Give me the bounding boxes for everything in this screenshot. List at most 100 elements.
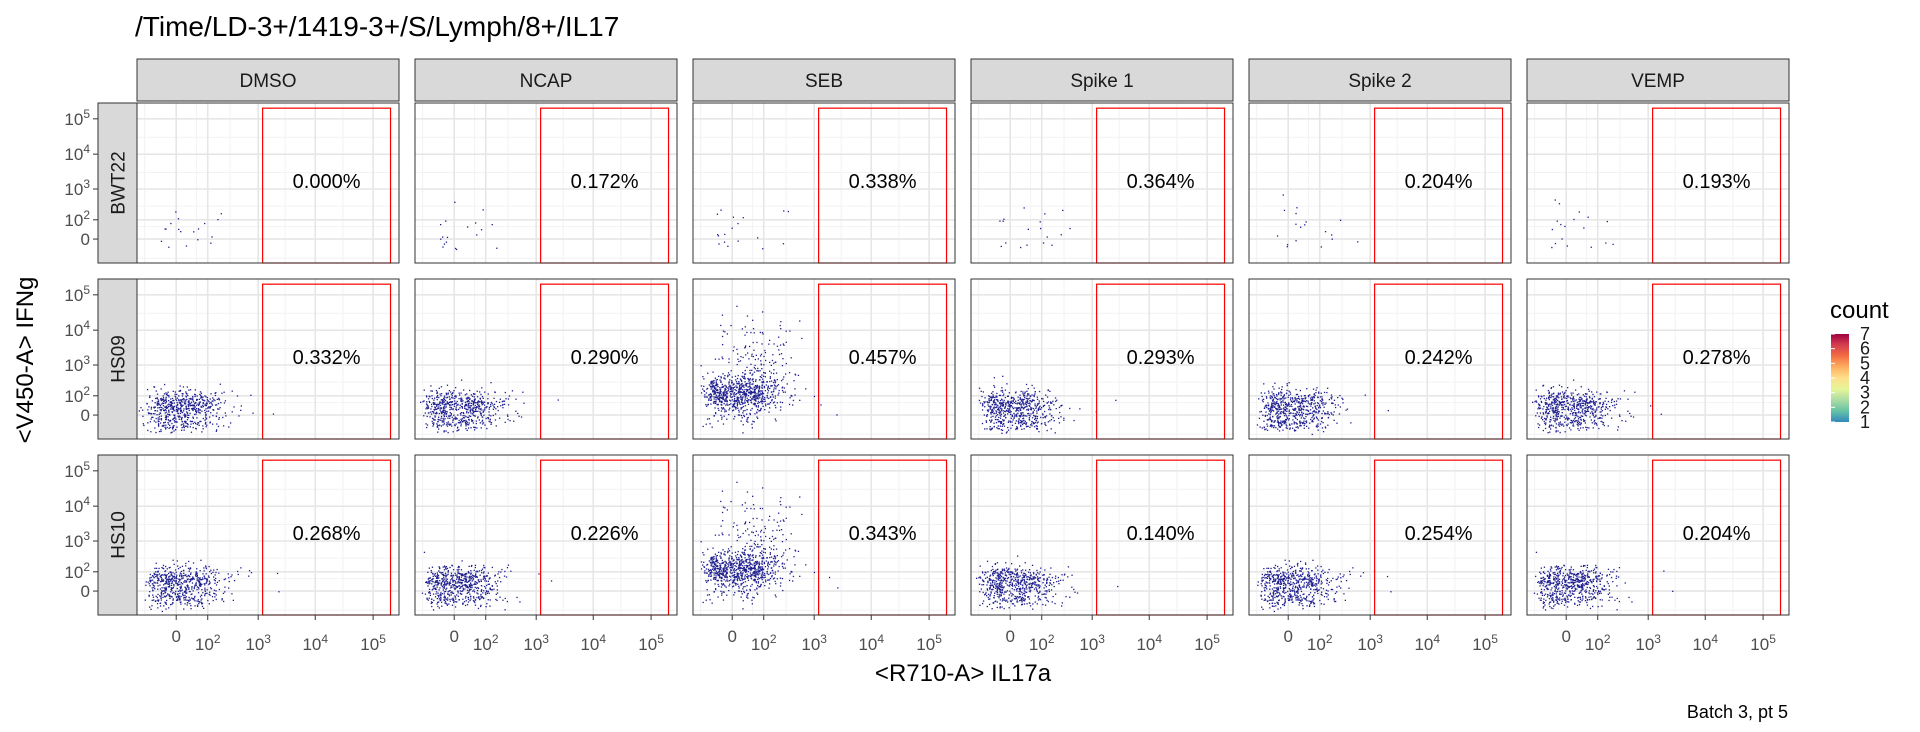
event-point <box>178 578 180 580</box>
event-point <box>150 412 152 415</box>
event-point <box>1019 394 1021 396</box>
event-point <box>441 393 443 395</box>
event-point <box>762 405 764 407</box>
event-point <box>771 385 773 387</box>
event-point <box>1543 405 1545 408</box>
event-point <box>161 590 163 592</box>
event-point <box>744 392 746 394</box>
event-point <box>160 576 162 579</box>
event-point <box>767 386 769 388</box>
event-point <box>495 598 497 601</box>
event-point <box>1299 422 1301 424</box>
event-point <box>1021 398 1023 400</box>
event-point <box>724 389 726 392</box>
event-point <box>165 407 168 409</box>
event-point <box>1036 428 1038 430</box>
event-point <box>196 404 198 406</box>
event-point <box>1051 415 1053 417</box>
event-point <box>152 584 154 587</box>
event-point <box>150 579 152 581</box>
event-point <box>1007 402 1009 404</box>
event-point <box>782 358 784 360</box>
event-point <box>752 319 754 321</box>
event-point <box>470 418 473 421</box>
event-point <box>721 397 723 399</box>
event-point <box>1288 418 1290 420</box>
event-point <box>1069 407 1071 410</box>
event-point <box>702 425 704 428</box>
event-point <box>491 224 493 226</box>
event-point <box>1555 405 1558 407</box>
event-point <box>181 574 183 576</box>
event-point <box>468 397 470 399</box>
event-point <box>179 592 181 594</box>
event-point <box>1294 399 1296 401</box>
event-point <box>169 597 171 599</box>
event-point <box>1259 411 1261 413</box>
event-point <box>153 420 155 422</box>
event-point <box>1559 423 1561 425</box>
event-point <box>1316 426 1318 428</box>
event-point <box>737 353 739 355</box>
event-point <box>735 408 737 410</box>
event-point <box>157 399 160 401</box>
event-point <box>481 402 483 404</box>
event-point <box>986 428 988 430</box>
event-point <box>1585 402 1587 404</box>
event-points <box>160 211 222 248</box>
event-point <box>749 379 751 381</box>
event-point <box>1022 393 1024 395</box>
event-point <box>728 374 731 376</box>
event-point <box>738 385 741 387</box>
event-point <box>750 390 752 392</box>
event-point <box>1289 405 1291 407</box>
event-point <box>728 388 730 390</box>
event-point <box>1005 432 1008 434</box>
event-point <box>1564 225 1566 228</box>
event-point <box>1018 410 1020 412</box>
x-tick-label: 104 <box>302 632 328 654</box>
event-point <box>147 409 149 411</box>
event-point <box>1286 404 1289 406</box>
event-point <box>1002 412 1005 414</box>
event-point <box>462 415 464 417</box>
event-point <box>757 406 759 408</box>
event-point <box>1553 419 1555 422</box>
event-point <box>1538 408 1541 410</box>
event-point <box>209 398 211 400</box>
event-point <box>493 397 495 399</box>
event-point <box>1310 405 1312 407</box>
event-point <box>174 391 176 393</box>
event-point <box>761 381 763 383</box>
event-point <box>1277 410 1280 412</box>
event-point <box>988 409 990 411</box>
event-point <box>1574 400 1576 402</box>
event-point <box>767 392 769 394</box>
event-point <box>205 414 207 416</box>
event-point <box>1295 398 1297 400</box>
event-point <box>1323 406 1325 408</box>
event-point <box>432 588 434 590</box>
event-point <box>438 577 440 579</box>
x-tick-label: 105 <box>360 632 386 654</box>
event-point <box>1001 425 1003 427</box>
event-point <box>220 213 222 215</box>
event-point <box>1024 403 1026 405</box>
event-point <box>761 368 763 370</box>
event-point <box>466 393 468 395</box>
event-point <box>712 389 714 391</box>
event-point <box>749 392 751 394</box>
event-point <box>1022 400 1024 402</box>
event-point <box>1550 396 1552 399</box>
event-point <box>464 401 466 403</box>
event-point <box>218 408 220 410</box>
event-point <box>793 380 795 382</box>
event-point <box>1316 424 1318 426</box>
event-point <box>1272 405 1274 407</box>
event-point <box>748 391 750 393</box>
event-point <box>1300 408 1302 410</box>
panel-background <box>1249 103 1511 263</box>
event-point <box>185 562 187 565</box>
event-point <box>722 396 724 399</box>
event-point <box>1271 391 1273 393</box>
